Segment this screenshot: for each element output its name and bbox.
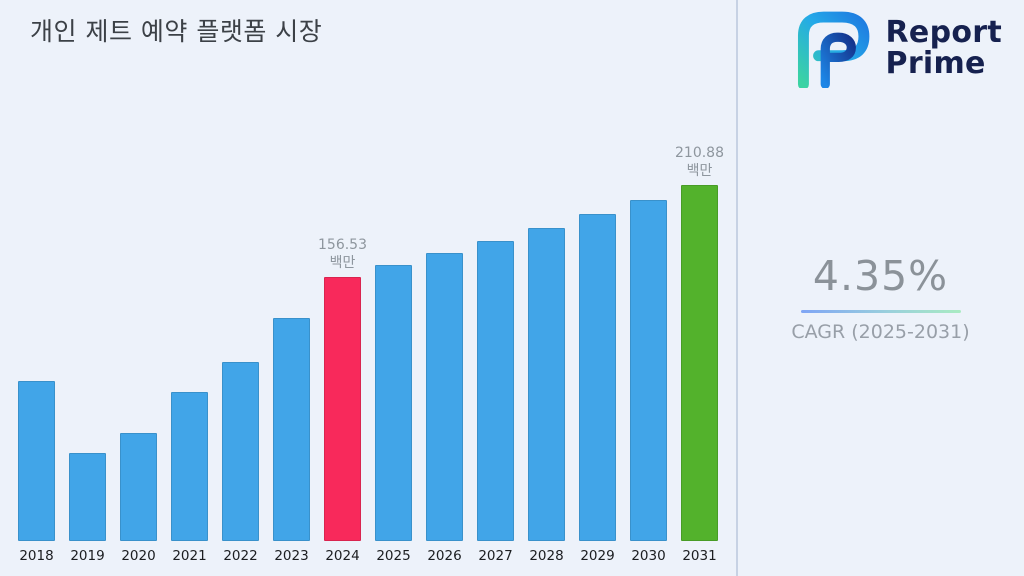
bar-group-2026: 2026 bbox=[426, 253, 463, 564]
x-tick-2020: 2020 bbox=[121, 548, 156, 564]
cagr-panel: 4.35% CAGR (2025-2031) bbox=[737, 252, 1024, 343]
bar-2028 bbox=[528, 228, 565, 541]
x-tick-2025: 2025 bbox=[376, 548, 411, 564]
bar-value-label-2024: 156.53 백만 bbox=[318, 236, 367, 271]
bar-group-2031: 210.88 백만 2031 bbox=[675, 144, 724, 564]
bar-value-label-2031: 210.88 백만 bbox=[675, 144, 724, 179]
x-tick-2027: 2027 bbox=[478, 548, 513, 564]
bar-group-2029: 2029 bbox=[579, 214, 616, 564]
report-prime-logo-icon bbox=[797, 11, 869, 88]
bar-group-2020: 2020 bbox=[120, 433, 157, 564]
x-tick-2026: 2026 bbox=[427, 548, 462, 564]
bar-2024 bbox=[324, 277, 361, 541]
bar-group-2019: 2019 bbox=[69, 453, 106, 564]
cagr-value: 4.35% bbox=[812, 252, 949, 300]
brand-name-line1: Report bbox=[885, 15, 1002, 51]
x-tick-2031: 2031 bbox=[682, 548, 717, 564]
page-title: 개인 제트 예약 플랫폼 시장 bbox=[30, 17, 323, 46]
bar-2021 bbox=[171, 392, 208, 541]
bar-group-2022: 2022 bbox=[222, 362, 259, 564]
bar-2031 bbox=[681, 185, 718, 541]
bar-2022 bbox=[222, 362, 259, 541]
x-tick-2018: 2018 bbox=[19, 548, 54, 564]
bar-2023 bbox=[273, 318, 310, 541]
x-tick-2028: 2028 bbox=[529, 548, 564, 564]
bar-group-2028: 2028 bbox=[528, 228, 565, 564]
bar-2018 bbox=[18, 381, 55, 541]
bar-group-2025: 2025 bbox=[375, 265, 412, 564]
x-tick-2019: 2019 bbox=[70, 548, 105, 564]
bar-group-2024: 156.53 백만 2024 bbox=[318, 236, 367, 564]
bar-2026 bbox=[426, 253, 463, 541]
brand-logo: Report Prime bbox=[790, 10, 1002, 88]
bar-2030 bbox=[630, 200, 667, 541]
brand-name: Report Prime bbox=[886, 18, 1002, 79]
x-tick-2030: 2030 bbox=[631, 548, 666, 564]
cagr-label: CAGR (2025-2031) bbox=[791, 321, 970, 343]
x-tick-2029: 2029 bbox=[580, 548, 615, 564]
bar-group-2030: 2030 bbox=[630, 200, 667, 564]
bar-group-2018: 2018 bbox=[18, 381, 55, 564]
bar-2025 bbox=[375, 265, 412, 541]
cagr-underline bbox=[800, 310, 961, 313]
x-tick-2021: 2021 bbox=[172, 548, 207, 564]
bar-2020 bbox=[120, 433, 157, 541]
bar-group-2027: 2027 bbox=[477, 241, 514, 564]
x-tick-2023: 2023 bbox=[274, 548, 309, 564]
brand-name-line2: Prime bbox=[885, 46, 986, 81]
vertical-divider bbox=[736, 0, 738, 576]
bar-2027 bbox=[477, 241, 514, 541]
bar-2019 bbox=[69, 453, 106, 541]
bar-group-2021: 2021 bbox=[171, 392, 208, 564]
bar-chart: 2018 2019 2020 2021 2022 2023 156.53 백만 2024 2025… bbox=[18, 144, 724, 564]
x-tick-2022: 2022 bbox=[223, 548, 258, 564]
x-tick-2024: 2024 bbox=[325, 548, 360, 564]
bar-group-2023: 2023 bbox=[273, 318, 310, 564]
bar-2029 bbox=[579, 214, 616, 541]
